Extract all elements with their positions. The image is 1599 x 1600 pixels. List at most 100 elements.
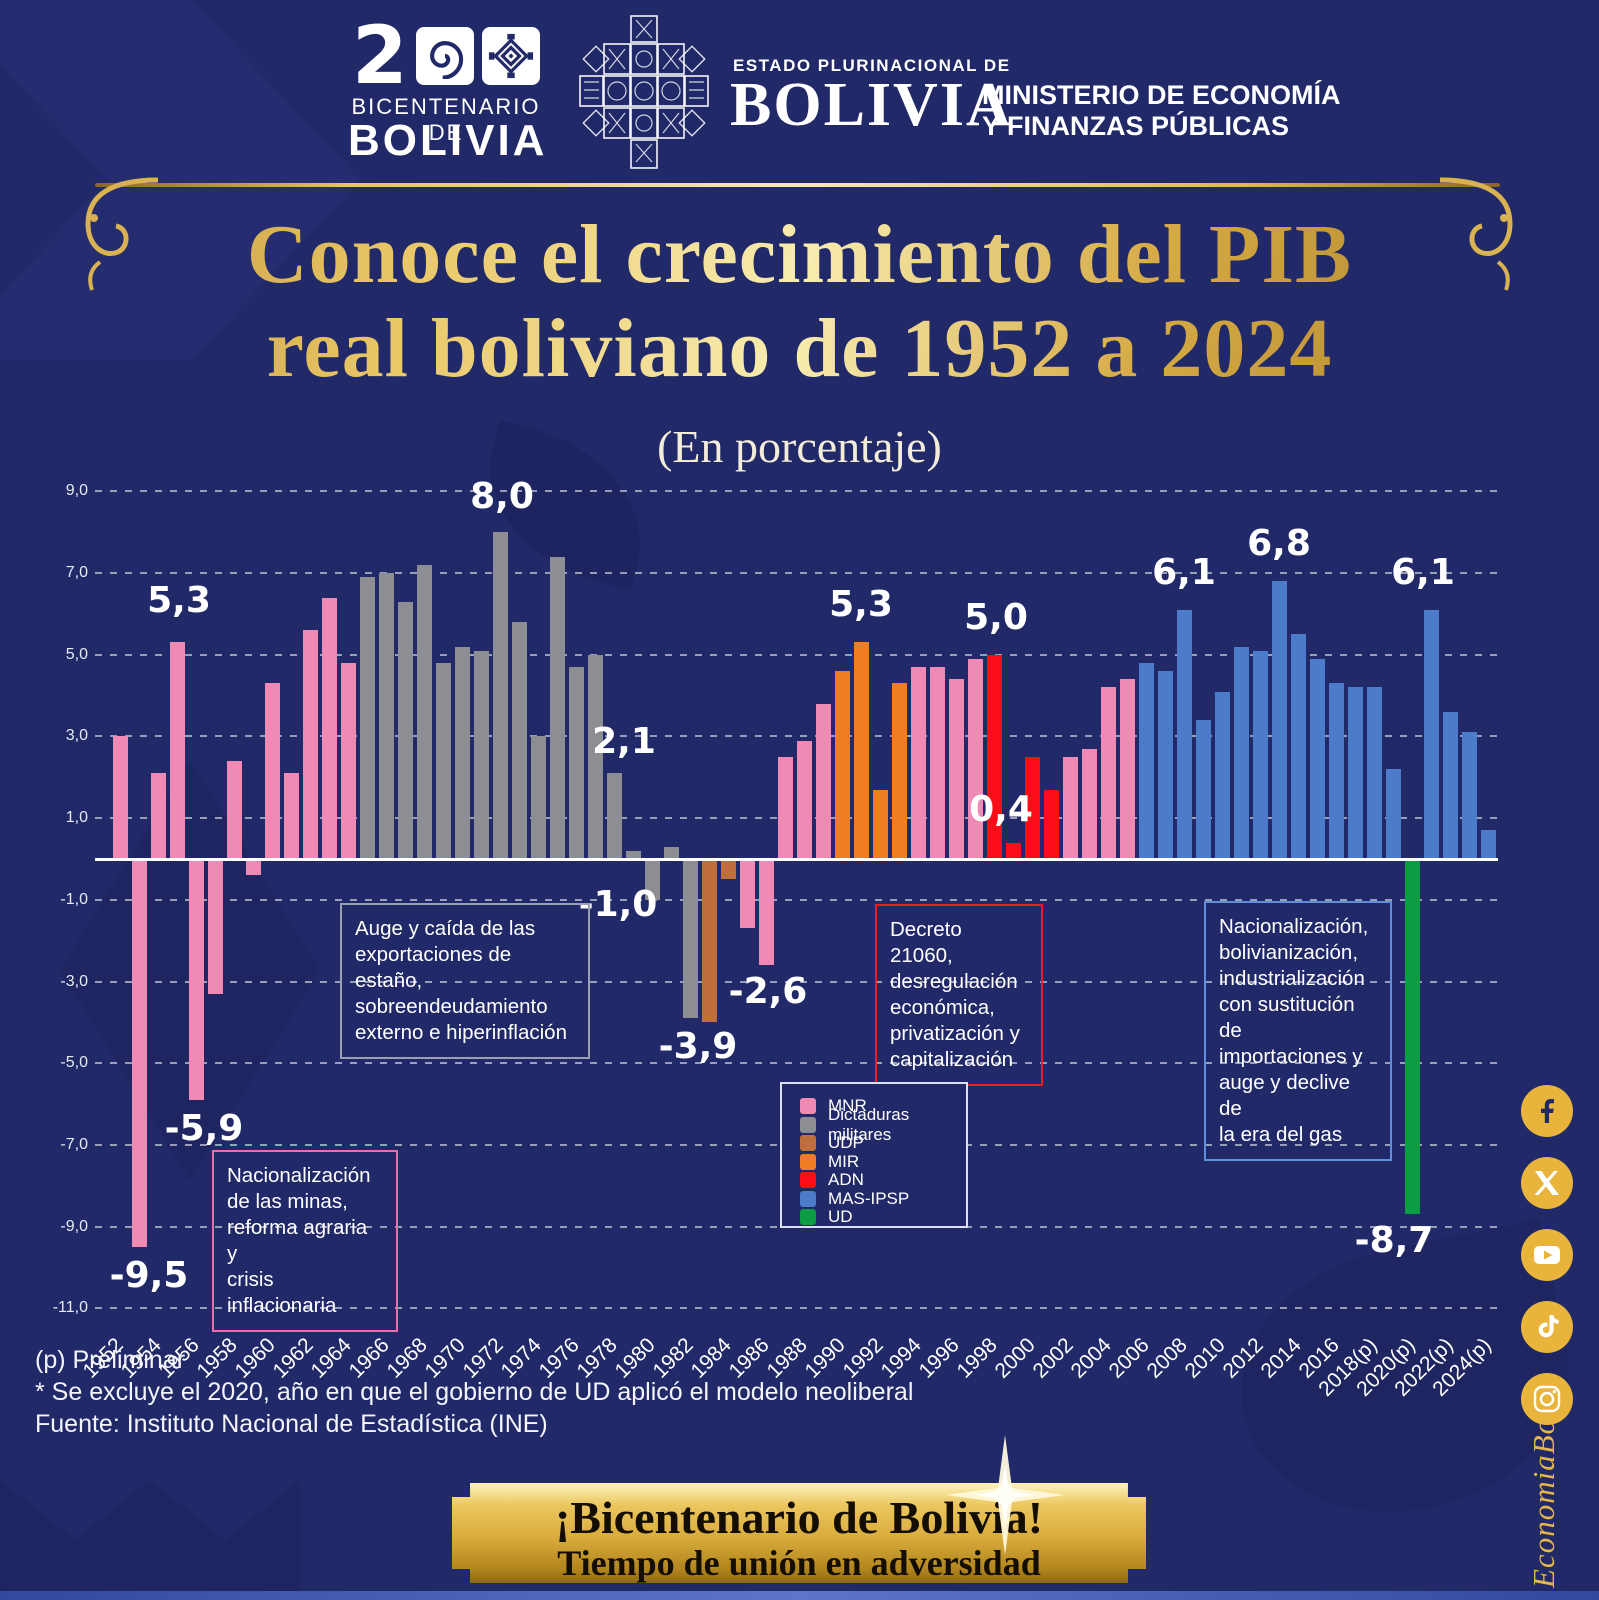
bar-1956 bbox=[188, 859, 204, 1100]
x-twitter-icon[interactable] bbox=[1521, 1157, 1573, 1209]
bar-1963 bbox=[321, 597, 337, 859]
x-axis-baseline bbox=[95, 858, 1498, 861]
legend-item: ADN bbox=[800, 1170, 966, 1190]
bar-value-label: 6,1 bbox=[1152, 551, 1216, 593]
gridline bbox=[95, 735, 1498, 738]
bar-1997 bbox=[967, 658, 983, 859]
legend-item: MAS-IPSP bbox=[800, 1189, 966, 1209]
bicentenario-banner: ¡Bicentenario de Bolivia! Tiempo de unió… bbox=[452, 1483, 1146, 1583]
bar-2015 bbox=[1309, 658, 1325, 859]
bar-2020 bbox=[1404, 859, 1420, 1215]
banner-subtitle: Tiempo de unión en adversidad bbox=[557, 1543, 1041, 1583]
bar-value-label: -5,9 bbox=[164, 1108, 244, 1149]
logo-number: 2 bbox=[352, 9, 408, 102]
legend-item: MIR bbox=[800, 1151, 966, 1172]
bar-2021 bbox=[1423, 609, 1439, 859]
bar-1980 bbox=[644, 859, 660, 900]
bar-value-label: 8,0 bbox=[470, 476, 534, 518]
legend-label: MIR bbox=[828, 1151, 860, 1171]
bar-1955 bbox=[169, 642, 185, 859]
legend-label: Dictaduras militares bbox=[828, 1104, 910, 1144]
y-tick-label: 5,0 bbox=[65, 645, 88, 663]
bar-2013 bbox=[1271, 581, 1287, 859]
bottom-accent-strip bbox=[0, 1591, 1599, 1600]
bar-1988 bbox=[796, 740, 812, 859]
social-links bbox=[1521, 1085, 1573, 1425]
title-divider bbox=[95, 183, 1500, 187]
bar-1981 bbox=[663, 846, 679, 859]
legend-label: ADN bbox=[828, 1170, 864, 1190]
banner-title: ¡Bicentenario de Bolivia! bbox=[554, 1492, 1044, 1543]
bar-value-label: 2,1 bbox=[592, 721, 656, 763]
bar-1973 bbox=[511, 622, 527, 859]
legend-label: UDP bbox=[828, 1133, 864, 1153]
bar-2008 bbox=[1176, 609, 1192, 859]
bar-1961 bbox=[283, 773, 299, 859]
bar-2006 bbox=[1138, 662, 1154, 859]
bar-2009 bbox=[1195, 720, 1211, 859]
estado-plurinacional-label: ESTADO PLURINACIONAL DE bbox=[733, 56, 1011, 75]
bar-2022 bbox=[1442, 711, 1458, 859]
bar-2005 bbox=[1119, 679, 1135, 859]
legend-swatch bbox=[800, 1209, 816, 1226]
bar-1992 bbox=[872, 789, 888, 859]
footnote-line: (p) Preliminar bbox=[35, 1346, 186, 1374]
bar-2000 bbox=[1024, 756, 1040, 859]
bar-value-label: 5,0 bbox=[964, 596, 1028, 638]
legend-swatch bbox=[800, 1116, 816, 1133]
tiktok-icon[interactable] bbox=[1521, 1301, 1573, 1353]
legend-label: UD bbox=[828, 1207, 853, 1227]
legend-item: Dictaduras militares bbox=[800, 1105, 966, 1144]
flourish-left-icon bbox=[70, 166, 160, 301]
bar-value-label: -1,0 bbox=[578, 883, 658, 925]
legend-swatch bbox=[800, 1172, 816, 1189]
facebook-icon[interactable] bbox=[1521, 1085, 1573, 1137]
legend-item: MNR bbox=[800, 1096, 966, 1116]
chart-legend: MNR Dictaduras militares UDP MIR ADN MAS-IPSP… bbox=[780, 1082, 968, 1228]
chart-subtitle: (En porcentaje) bbox=[657, 421, 942, 472]
instagram-icon[interactable] bbox=[1521, 1373, 1573, 1425]
footnote-line: Fuente: Instituto Nacional de Estadístic… bbox=[35, 1410, 548, 1438]
bar-2007 bbox=[1157, 671, 1173, 859]
bar-1983 bbox=[701, 859, 717, 1023]
bar-2018 bbox=[1366, 687, 1382, 859]
y-tick-label: -7,0 bbox=[60, 1135, 88, 1153]
bar-1953 bbox=[131, 859, 147, 1248]
bar-value-label: 0,4 bbox=[969, 788, 1033, 830]
gridline bbox=[95, 898, 1498, 901]
bar-2003 bbox=[1081, 748, 1097, 859]
bar-1993 bbox=[891, 683, 907, 859]
bar-value-label: -9,5 bbox=[109, 1255, 189, 1297]
bar-2017 bbox=[1347, 687, 1363, 859]
bar-value-label: 6,1 bbox=[1391, 551, 1455, 593]
bar-2004 bbox=[1100, 687, 1116, 859]
bar-value-label: 5,3 bbox=[147, 580, 211, 622]
bar-1969 bbox=[435, 662, 451, 859]
bar-2011 bbox=[1233, 646, 1249, 859]
spiral-icon bbox=[415, 27, 474, 85]
ministerio-label: MINISTERIO DE ECONOMÍA Y FINANZAS PÚBLIC… bbox=[982, 80, 1341, 141]
gridline bbox=[95, 1307, 1498, 1310]
bar-value-label: -2,6 bbox=[728, 971, 808, 1013]
gridline bbox=[95, 490, 1498, 493]
y-tick-label: -1,0 bbox=[60, 890, 88, 908]
bar-2024 bbox=[1480, 830, 1496, 859]
bolivia-wordmark: BOLIVIA bbox=[730, 71, 1013, 139]
bar-1968 bbox=[416, 564, 432, 859]
bar-1974 bbox=[530, 736, 546, 859]
sparkle-icon bbox=[940, 1430, 1070, 1565]
annotation-decreto: Decreto 21060, desregulación económica, … bbox=[875, 904, 1043, 1086]
y-tick-label: 3,0 bbox=[65, 727, 88, 745]
annotation-minas: Nacionalización de las minas, reforma ag… bbox=[212, 1150, 398, 1332]
bar-1990 bbox=[834, 671, 850, 859]
bar-1986 bbox=[758, 859, 774, 966]
bar-1987 bbox=[777, 756, 793, 859]
footnote-line: * Se excluye el 2020, año en que el gobi… bbox=[35, 1378, 914, 1406]
legend-swatch bbox=[800, 1153, 816, 1170]
youtube-icon[interactable] bbox=[1521, 1229, 1573, 1281]
bar-1984 bbox=[720, 859, 736, 880]
bar-1965 bbox=[359, 577, 375, 859]
bar-1966 bbox=[378, 573, 394, 859]
